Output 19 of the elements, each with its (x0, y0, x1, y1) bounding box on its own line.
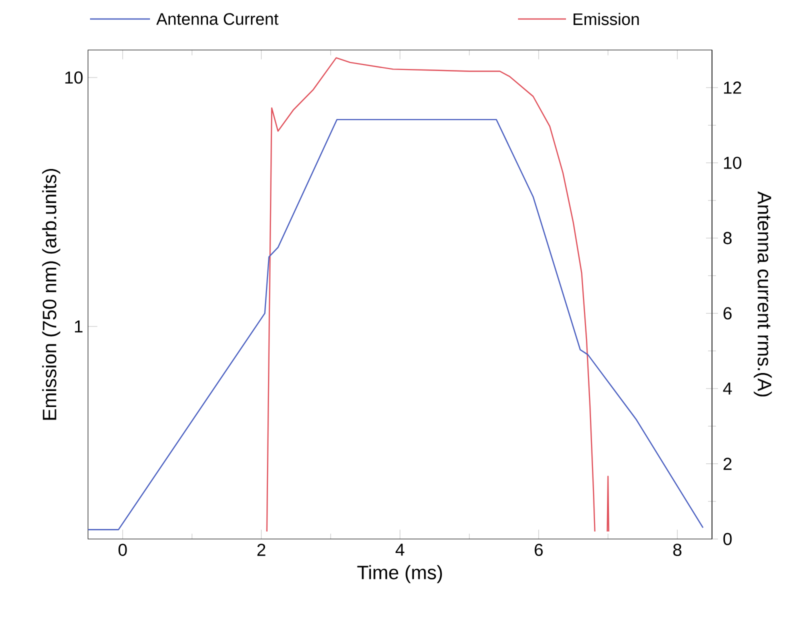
x-tick-label: 6 (534, 544, 543, 556)
legend-label: Emission (574, 12, 639, 26)
y2-tick-label: 8 (723, 232, 732, 244)
x-tick-label: 8 (673, 544, 682, 556)
y2-tick-label: 12 (724, 82, 742, 94)
y2-tick-label: 10 (724, 156, 742, 169)
y-tick-label: 1 (74, 320, 82, 332)
y2-tick-label: 2 (724, 458, 732, 470)
x-axis-title: Time (ms) (357, 565, 442, 584)
line-series (88, 118, 704, 530)
x-tick-label: 4 (396, 544, 404, 556)
y2-tick-label: 0 (723, 532, 732, 546)
y2-axis-title: Antenna current rms.(A) (754, 191, 772, 396)
y2-tick-label: 4 (723, 382, 732, 394)
legend-label: Antenna Current (156, 13, 278, 25)
x-tick-label: 0 (118, 544, 127, 556)
x-tick-label: 2 (257, 544, 266, 556)
y-axis-title: Emission (750 nm) (arb.units) (42, 168, 60, 420)
y2-tick-label: 6 (724, 307, 732, 320)
